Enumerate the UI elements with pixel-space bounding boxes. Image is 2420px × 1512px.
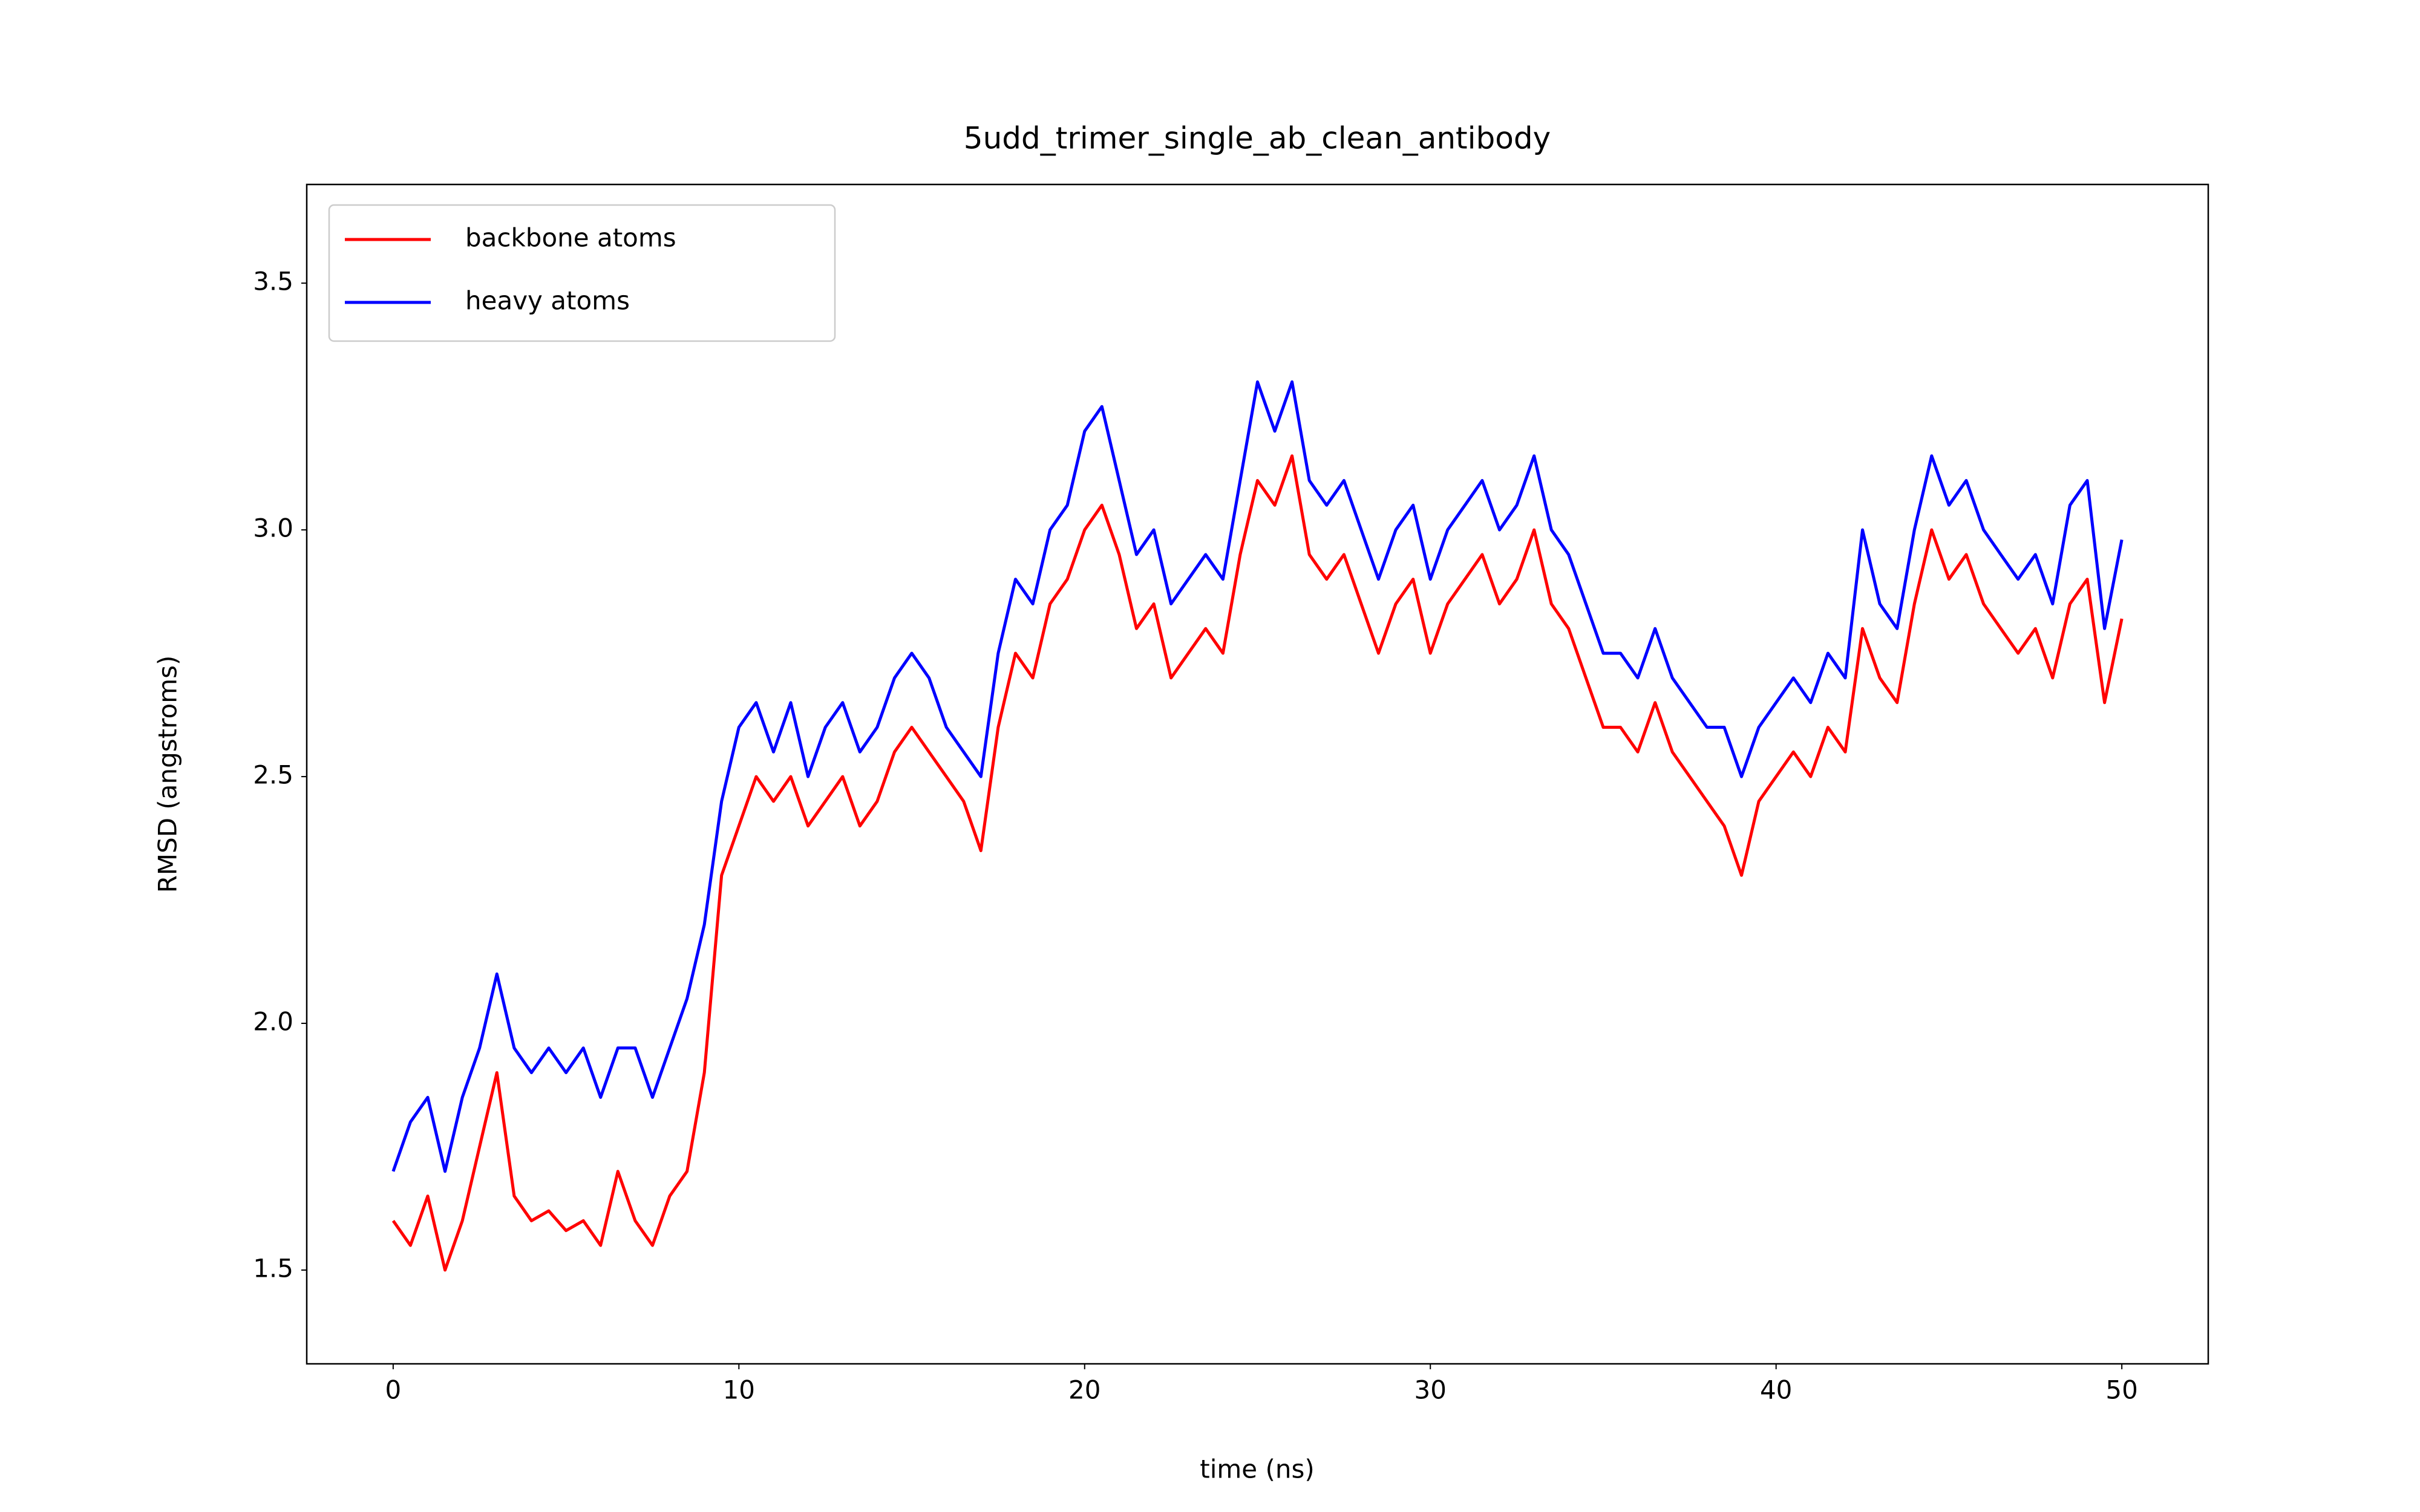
x-tick-label: 50 (2105, 1375, 2137, 1405)
x-axis-label: time (ns) (1200, 1455, 1315, 1484)
data-line (391, 454, 2124, 1272)
plot-frame (306, 183, 2209, 1365)
y-tick-label: 2.0 (253, 1007, 293, 1037)
x-tick-label: 40 (1760, 1375, 1792, 1405)
legend-box (328, 204, 836, 342)
legend-label: backbone atoms (465, 223, 676, 253)
y-tick-label: 3.5 (253, 267, 293, 296)
x-tick-label: 20 (1068, 1375, 1100, 1405)
y-axis-label: RMSD (angstroms) (153, 656, 183, 893)
data-line (391, 380, 2124, 1173)
legend-label: heavy atoms (465, 286, 630, 316)
y-tick-label: 2.5 (253, 760, 293, 790)
y-tick-label: 3.0 (253, 513, 293, 543)
x-tick-label: 0 (385, 1375, 401, 1405)
x-tick-label: 30 (1414, 1375, 1447, 1405)
x-tick-label: 10 (723, 1375, 755, 1405)
chart-title: 5udd_trimer_single_ab_clean_antibody (964, 121, 1551, 156)
y-tick-label: 1.5 (253, 1253, 293, 1283)
